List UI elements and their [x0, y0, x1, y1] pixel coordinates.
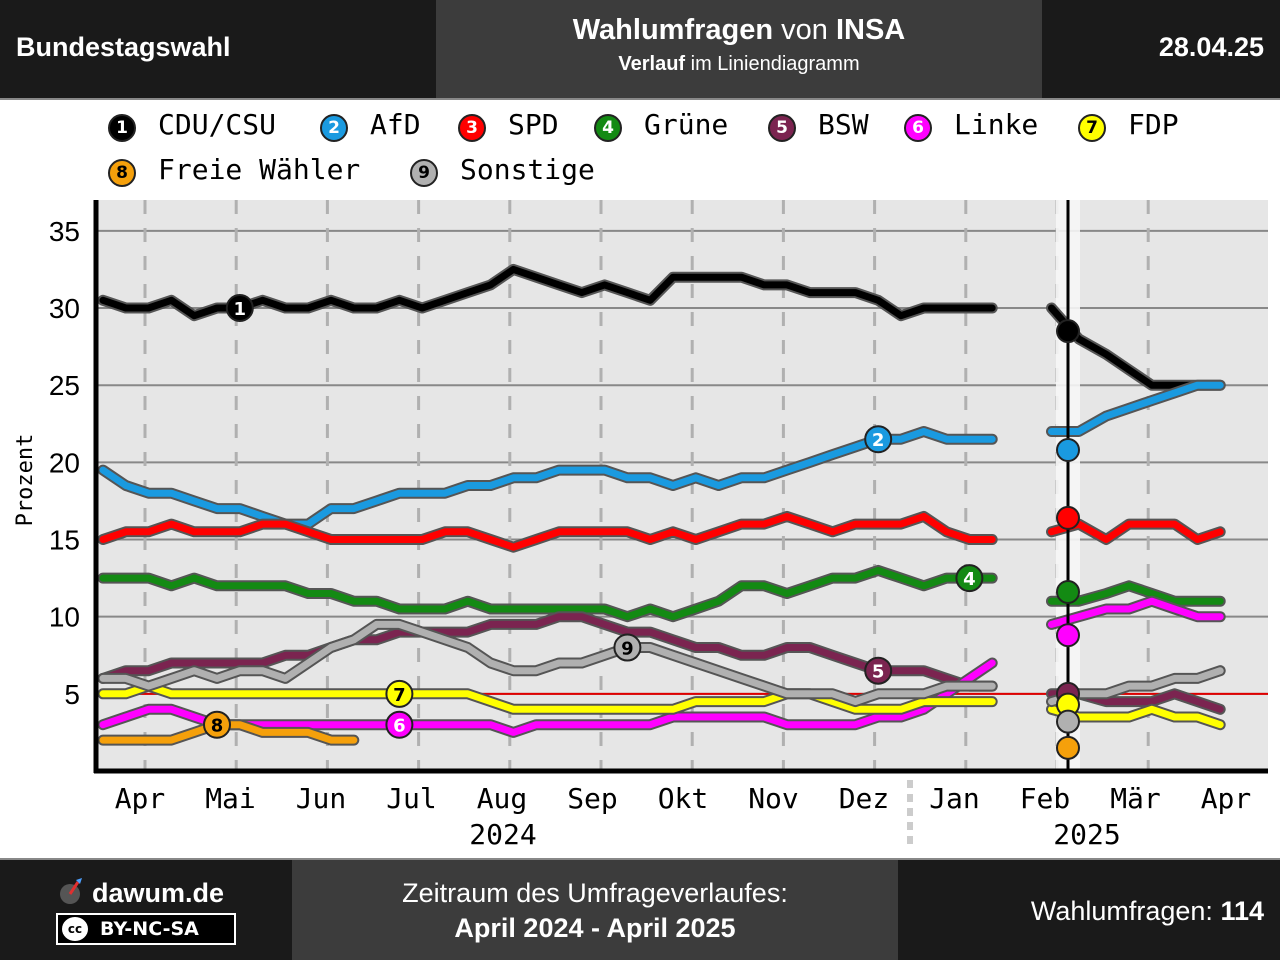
series-label-badge	[864, 425, 893, 454]
y-tick-label: 10	[49, 602, 80, 633]
series-label-number: 6	[393, 716, 406, 737]
series-line	[99, 512, 996, 551]
series-line	[1048, 597, 1224, 628]
series-label-badge	[955, 564, 984, 593]
x-year-label: 2025	[1053, 818, 1120, 851]
footer-bar: dawum.de cc BY-NC-SA Zeitraum des Umfrag…	[0, 860, 1280, 960]
series-label-number: 9	[621, 639, 634, 660]
period-value: April 2024 - April 2025	[454, 913, 736, 943]
x-tick-label: Apr	[1201, 782, 1252, 815]
dawum-logo-icon	[60, 878, 82, 904]
x-tick-label: Mai	[205, 782, 256, 815]
election-result-point	[1056, 579, 1080, 604]
legend-label: SPD	[508, 108, 559, 141]
x-tick-label: Mär	[1110, 782, 1161, 815]
series-label-badge	[385, 710, 414, 739]
x-tick-label: Nov	[748, 782, 799, 815]
license-badge[interactable]: cc BY-NC-SA	[56, 913, 236, 945]
series-line	[99, 682, 996, 713]
x-tick-label: Aug	[477, 782, 528, 815]
y-tick-label: 35	[49, 216, 80, 247]
legend-label: Freie Wähler	[158, 153, 361, 186]
series-label-number: 1	[234, 299, 247, 320]
election-result-point	[1056, 623, 1080, 648]
legend-label: CDU/CSU	[158, 108, 277, 141]
series-line	[1048, 667, 1224, 706]
series-label-number: 4	[963, 569, 976, 590]
legend-badge: 6	[904, 114, 932, 142]
x-tick-label: Dez	[839, 782, 890, 815]
series-line	[99, 566, 996, 621]
legend-badge: 5	[768, 114, 796, 142]
x-year-label: 2024	[469, 818, 536, 851]
series-line	[99, 428, 996, 528]
legend-badge: 7	[1078, 114, 1106, 142]
date-label: 28.04.25	[1158, 32, 1264, 62]
period-box: Zeitraum des Umfrageverlaufes: April 202…	[292, 860, 898, 960]
election-result-point	[1056, 505, 1080, 530]
x-tick-label: Apr	[115, 782, 166, 815]
legend-badge: 8	[108, 159, 136, 187]
series-label-badge	[864, 656, 893, 685]
legend-label: Grüne	[644, 108, 729, 141]
series-label-badge	[225, 294, 254, 323]
license-text: BY-NC-SA	[100, 918, 199, 940]
legend-label: Sonstige	[460, 153, 595, 186]
y-tick-label: 15	[49, 525, 80, 556]
period-label: Zeitraum des Umfrageverlaufes:	[402, 878, 788, 908]
legend-badge: 4	[594, 114, 622, 142]
series-line	[1048, 520, 1224, 543]
legend-label: FDP	[1128, 108, 1179, 141]
legend-badge: 9	[410, 159, 438, 187]
x-tick-label: Jan	[929, 782, 980, 815]
chart-title: Wahlumfragen von INSA	[572, 14, 906, 46]
poll-count: Wahlumfragen: 114	[1030, 896, 1264, 926]
cc-icon: cc	[62, 917, 88, 941]
y-tick-label: 30	[49, 293, 80, 324]
election-result-point	[1056, 735, 1080, 760]
series-line	[1048, 582, 1224, 605]
header-divider	[0, 98, 1280, 100]
series-label-number: 5	[872, 662, 885, 683]
y-axis-label: Prozent	[13, 434, 38, 527]
legend-badge: 1	[108, 114, 136, 142]
x-tick-label: Okt	[658, 782, 709, 815]
chart-subtitle: Verlauf im Liniendiagramm	[618, 53, 860, 75]
legend-label: BSW	[818, 108, 869, 141]
series-label-number: 8	[211, 716, 224, 737]
legend-label: AfD	[370, 108, 421, 141]
y-tick-label: 25	[49, 370, 80, 401]
series-line	[99, 620, 996, 706]
y-tick-label: 5	[64, 679, 80, 710]
x-tick-label: Jul	[386, 782, 437, 815]
y-tick-label: 20	[49, 447, 80, 478]
header-bar: Bundestagswahl Wahlumfragen von INSA Ver…	[0, 0, 1280, 98]
series-label-number: 7	[393, 685, 406, 706]
legend-badge: 3	[458, 114, 486, 142]
election-result-point	[1056, 709, 1080, 734]
election-label: Bundestagswahl	[16, 32, 231, 62]
legend-badge: 2	[320, 114, 348, 142]
series-label-number: 2	[872, 430, 885, 451]
x-tick-label: Sep	[567, 782, 618, 815]
series-label-badge	[385, 679, 414, 708]
election-result-point	[1056, 319, 1080, 344]
series-label-badge	[613, 633, 642, 662]
series-line	[1048, 381, 1224, 435]
series-lines	[97, 263, 1226, 746]
title-box: Wahlumfragen von INSA Verlauf im Liniend…	[436, 0, 1042, 98]
series-line	[1048, 705, 1224, 729]
series-label-badge	[203, 710, 231, 739]
footer-divider	[0, 858, 1280, 860]
legend-label: Linke	[954, 108, 1039, 141]
series-line	[99, 613, 996, 690]
brand-name[interactable]: dawum.de	[92, 878, 225, 908]
x-tick-label: Jun	[296, 782, 347, 815]
x-tick-label: Feb	[1020, 782, 1071, 815]
election-result-point	[1056, 438, 1080, 463]
